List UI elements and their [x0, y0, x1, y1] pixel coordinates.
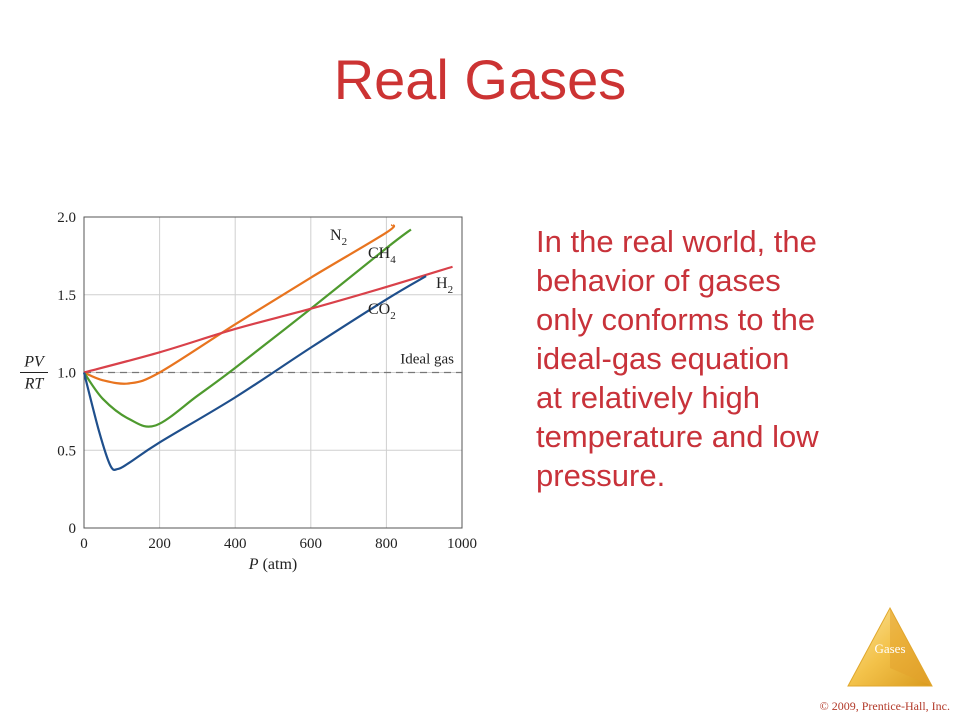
pv-rt-chart: 0 200 400 600 800 1000 0 0.5 1.0 1.5 2.0 P (atm) PV R…	[20, 210, 477, 573]
x-tick-label: 800	[375, 536, 398, 552]
series-line-h2	[83, 265, 453, 374]
body-line: at relatively high	[536, 380, 761, 415]
body-line: behavior of gases	[536, 263, 781, 298]
copyright-text: © 2009, Prentice-Hall, Inc.	[819, 699, 950, 713]
x-tick-label: 0	[80, 536, 88, 552]
slide-body-text: In the real world, the behavior of gases…	[536, 222, 896, 495]
series-label-ch4: CH4	[368, 245, 396, 266]
series-label-h2: H2	[436, 275, 453, 296]
ideal-gas-label: Ideal gas	[400, 352, 454, 368]
body-line: pressure.	[536, 458, 666, 493]
y-tick-label: 1.5	[57, 288, 76, 304]
body-line: temperature and low	[536, 419, 819, 454]
slide-title: Real Gases	[333, 48, 627, 111]
y-tick-label: 0	[69, 521, 77, 537]
series-label-n2: N2	[330, 227, 347, 248]
x-tick-label: 200	[148, 536, 171, 552]
body-line: only conforms to the	[536, 302, 816, 337]
series-line-n2	[83, 223, 396, 385]
x-tick-label: 1000	[447, 536, 477, 552]
series-line-ch4	[83, 228, 412, 428]
series-label-co2: CO2	[368, 301, 396, 322]
y-axis-label-denominator: RT	[24, 376, 45, 393]
badge-label: Gases	[874, 641, 906, 656]
body-line: ideal-gas equation	[536, 341, 790, 376]
y-tick-label: 2.0	[57, 210, 76, 226]
x-tick-label: 600	[300, 536, 323, 552]
body-line: In the real world, the	[536, 224, 817, 259]
y-axis-label-numerator: PV	[23, 354, 46, 371]
x-tick-label: 400	[224, 536, 247, 552]
pyramid-icon	[847, 606, 933, 687]
series-line-co2	[82, 275, 427, 471]
y-tick-label: 1.0	[57, 366, 76, 382]
x-axis-label: P (atm)	[248, 556, 297, 573]
y-tick-label: 0.5	[57, 443, 76, 459]
